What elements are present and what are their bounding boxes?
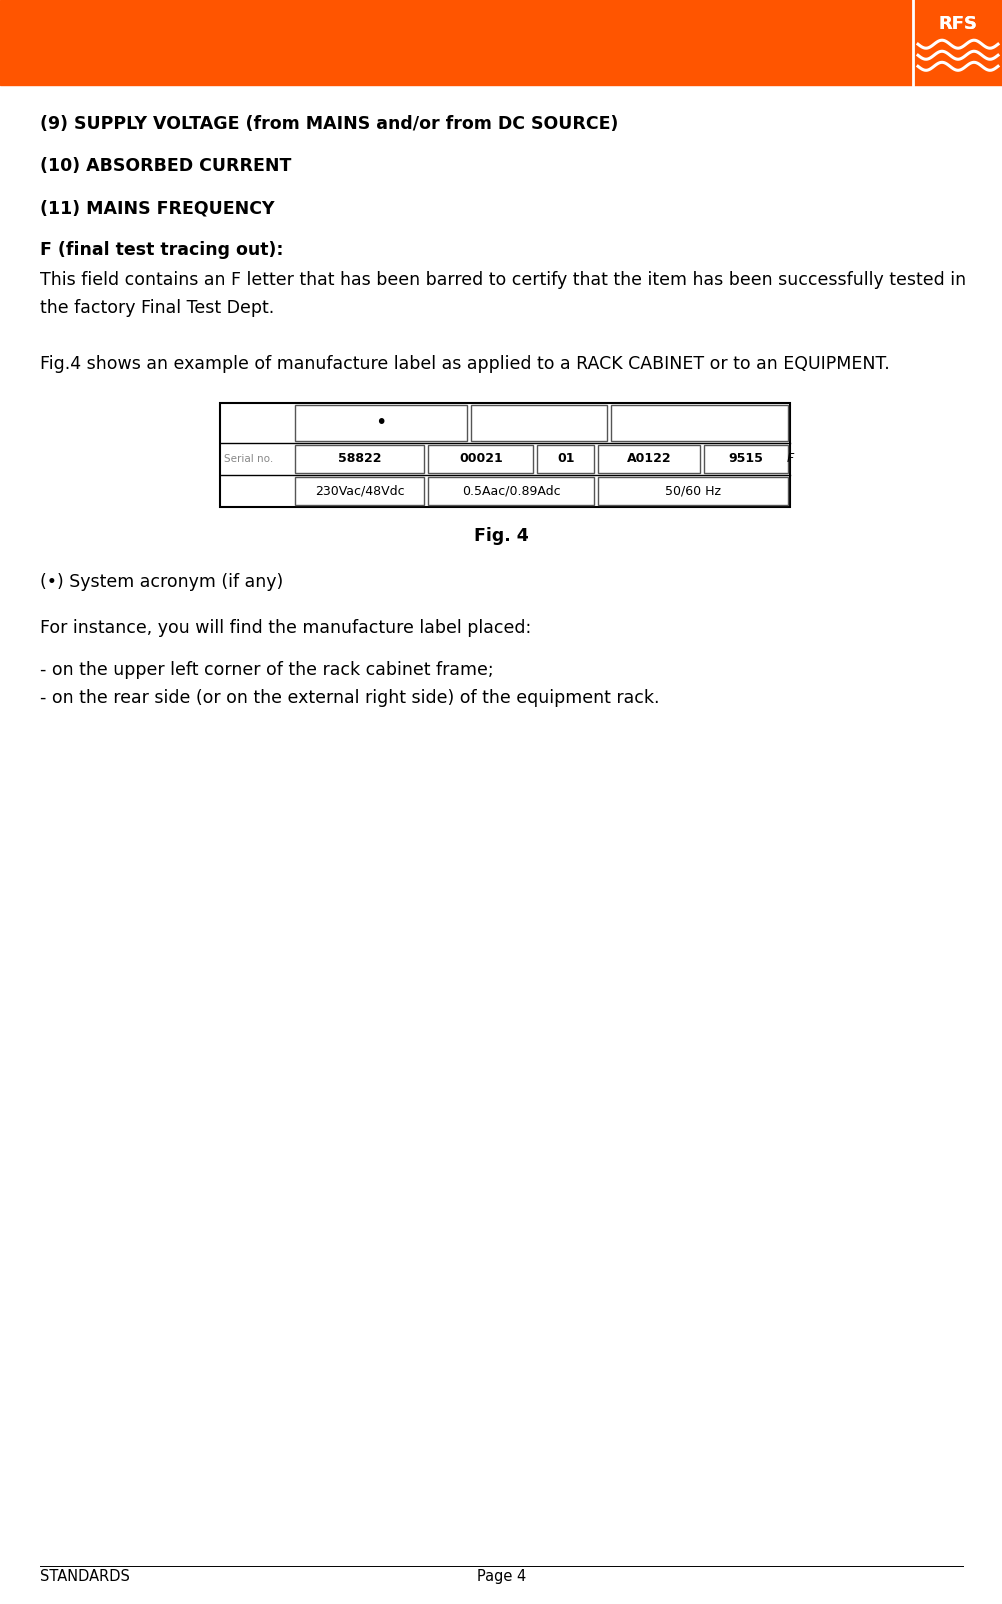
Text: - on the upper left corner of the rack cabinet frame;: - on the upper left corner of the rack c… xyxy=(40,661,493,678)
Text: 01: 01 xyxy=(556,452,574,465)
Bar xyxy=(703,444,788,473)
Bar xyxy=(295,444,424,473)
Text: (10) ABSORBED CURRENT: (10) ABSORBED CURRENT xyxy=(40,157,292,175)
Text: This field contains an F letter that has been barred to certify that the item ha: This field contains an F letter that has… xyxy=(40,271,965,289)
Bar xyxy=(219,403,790,507)
Bar xyxy=(597,444,699,473)
Text: RFS: RFS xyxy=(938,14,977,32)
Text: 58822: 58822 xyxy=(338,452,381,465)
Text: 00021: 00021 xyxy=(459,452,502,465)
Text: 0.5Aac/0.89Adc: 0.5Aac/0.89Adc xyxy=(462,484,560,497)
Bar xyxy=(610,404,788,441)
Bar xyxy=(537,444,593,473)
Text: Page 4: Page 4 xyxy=(476,1569,526,1585)
Text: For instance, you will find the manufacture label placed:: For instance, you will find the manufact… xyxy=(40,619,531,637)
Text: the factory Final Test Dept.: the factory Final Test Dept. xyxy=(40,298,274,318)
Text: F: F xyxy=(786,452,793,465)
Text: F (final test tracing out):: F (final test tracing out): xyxy=(40,241,284,258)
Text: Serial no.: Serial no. xyxy=(223,454,273,464)
Text: Fig.4 shows an example of manufacture label as applied to a RACK CABINET or to a: Fig.4 shows an example of manufacture la… xyxy=(40,354,889,374)
Bar xyxy=(428,476,593,505)
Text: 50/60 Hz: 50/60 Hz xyxy=(664,484,720,497)
Text: (•) System acronym (if any): (•) System acronym (if any) xyxy=(40,573,283,590)
Bar xyxy=(295,404,467,441)
Bar xyxy=(597,476,788,505)
Text: •: • xyxy=(375,414,387,433)
Text: Fig. 4: Fig. 4 xyxy=(474,528,528,545)
Text: 9515: 9515 xyxy=(727,452,763,465)
Bar xyxy=(295,476,424,505)
Bar xyxy=(471,404,606,441)
Text: 230Vac/48Vdc: 230Vac/48Vdc xyxy=(315,484,404,497)
Bar xyxy=(0,0,1002,85)
Text: RFS: RFS xyxy=(938,14,977,32)
Text: STANDARDS: STANDARDS xyxy=(40,1569,129,1585)
Text: - on the rear side (or on the external right side) of the equipment rack.: - on the rear side (or on the external r… xyxy=(40,690,659,707)
Text: (11) MAINS FREQUENCY: (11) MAINS FREQUENCY xyxy=(40,199,275,217)
Bar xyxy=(428,444,533,473)
Text: A0122: A0122 xyxy=(626,452,670,465)
Text: (9) SUPPLY VOLTAGE (from MAINS and/or from DC SOURCE): (9) SUPPLY VOLTAGE (from MAINS and/or fr… xyxy=(40,115,618,133)
